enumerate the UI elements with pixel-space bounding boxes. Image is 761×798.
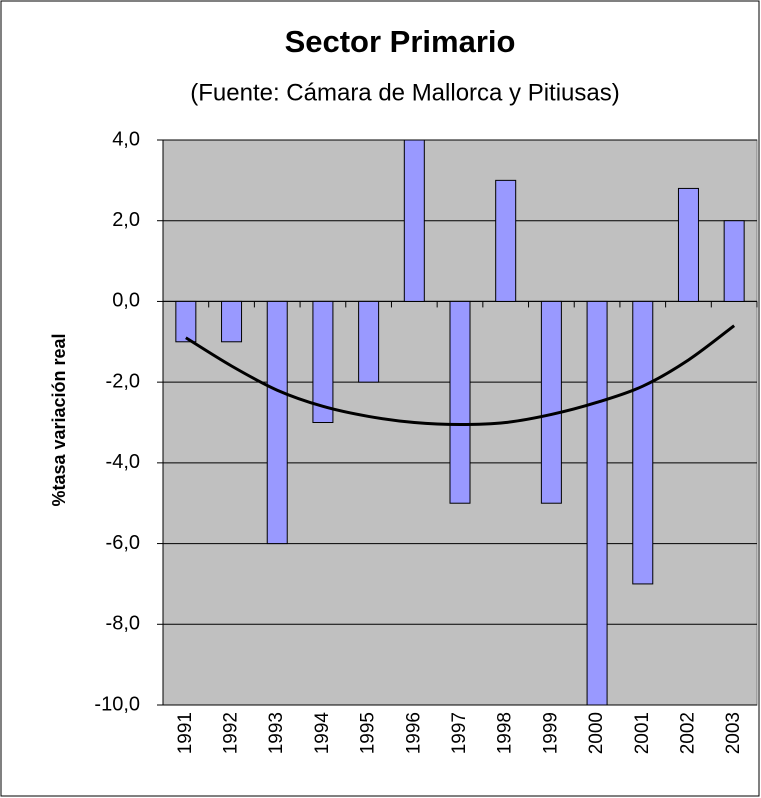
bar	[632, 300, 654, 585]
chart-subtitle: (Fuente: Cámara de Mallorca y Pitiusas)	[190, 79, 620, 106]
chart-title: Sector Primario	[285, 24, 516, 59]
y-tick-label: 2,0	[112, 209, 140, 231]
x-tick-label: 2003	[723, 712, 744, 754]
y-tick-label: -2,0	[106, 370, 140, 392]
x-tick-label: 1998	[495, 712, 516, 754]
y-axis-label: %tasa variación real	[49, 333, 69, 506]
bar	[449, 300, 471, 504]
trend-line	[185, 324, 736, 427]
y-tick-label: -6,0	[106, 532, 140, 554]
x-tick-label: 1996	[403, 712, 424, 754]
x-tick-label: 1995	[358, 712, 379, 754]
x-tick-label: 1997	[449, 712, 470, 754]
x-tick-label: 2000	[586, 712, 607, 754]
y-tick-label: 0,0	[112, 290, 140, 312]
x-tick-label: 1992	[221, 712, 242, 754]
x-tick-label: 2002	[677, 712, 698, 754]
bar	[312, 300, 334, 423]
y-tick-label: -8,0	[106, 613, 140, 635]
bar	[266, 300, 288, 545]
x-tick-label: 2001	[632, 712, 653, 754]
bar	[221, 300, 243, 343]
x-tick-label: 1994	[312, 712, 333, 755]
y-tick-label: 4,0	[112, 128, 140, 150]
bar	[358, 300, 380, 383]
bar	[723, 220, 745, 302]
bar	[677, 187, 699, 302]
y-tick-label: -10,0	[94, 693, 140, 715]
x-tick-label: 1993	[266, 712, 287, 754]
y-tick-label: -4,0	[106, 451, 140, 473]
x-tick-label: 1999	[540, 712, 561, 754]
bar	[540, 300, 562, 504]
bar	[586, 300, 608, 706]
bar	[403, 139, 425, 302]
bar	[495, 179, 517, 302]
x-tick-label: 1991	[175, 712, 196, 754]
bar	[175, 300, 197, 343]
